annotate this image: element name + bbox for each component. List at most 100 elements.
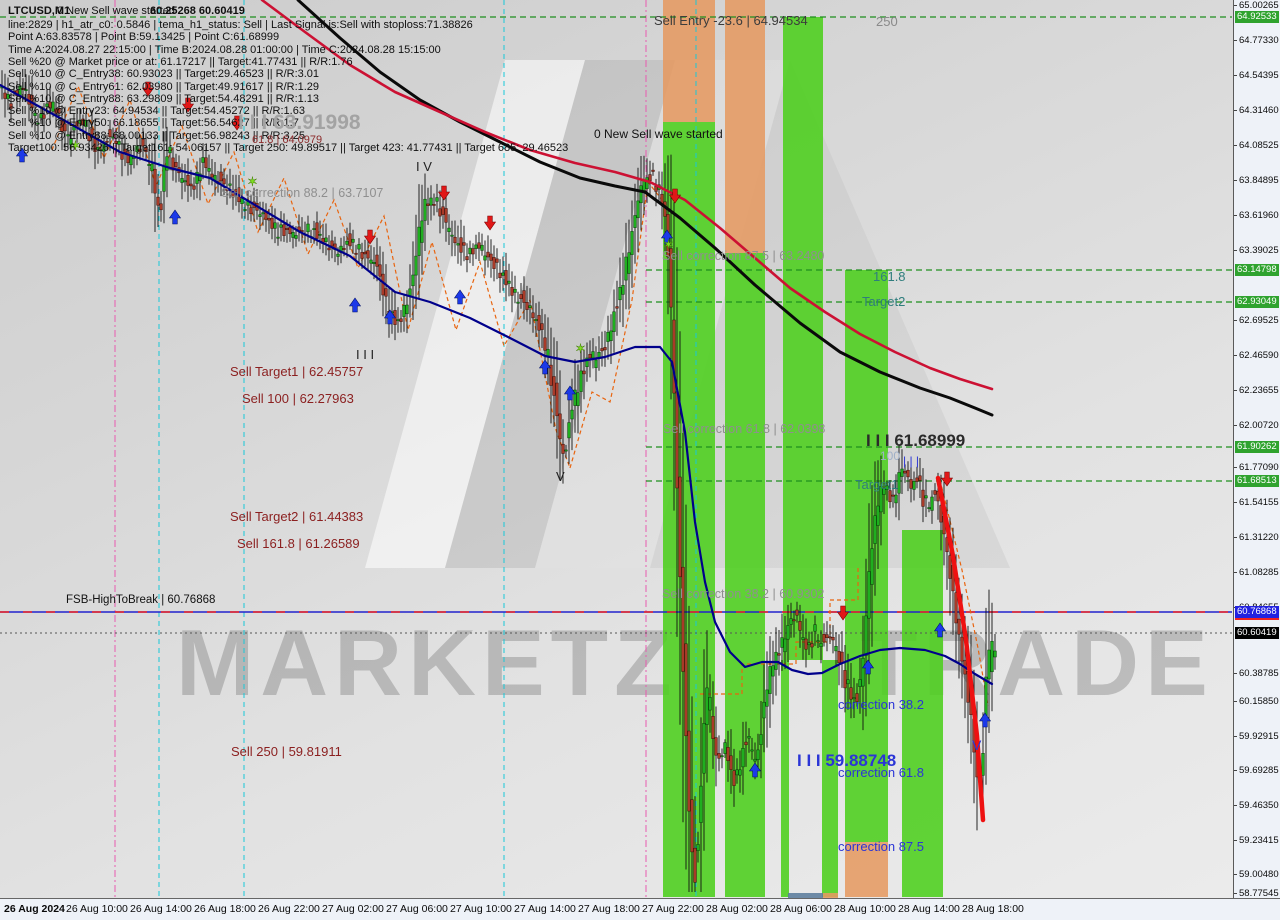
time-tick-label: 28 Aug 06:00	[770, 903, 832, 915]
price-tick-label: 62.46590	[1239, 350, 1279, 361]
sell-arrow-icon	[181, 97, 195, 113]
sell-arrow-icon	[230, 115, 244, 131]
price-tick-label: 62.00720	[1239, 420, 1279, 431]
price-level-label-blue: 60.76868	[1235, 606, 1279, 620]
star-signal-icon: ✶	[663, 237, 674, 252]
time-tick-label: 27 Aug 10:00	[450, 903, 512, 915]
sell-arrow-icon	[483, 215, 497, 231]
price-tick-label: 63.61960	[1239, 210, 1279, 221]
chart-plot-area[interactable]: MARKETZ TRADE ✶ ✶ ✶ ✶ LTCUSD,M1 60.25268 60…	[0, 0, 1233, 898]
price-tick-label: 64.77330	[1239, 35, 1279, 46]
price-tick-mark	[1234, 390, 1237, 391]
time-tick-label: 26 Aug 2024	[4, 903, 65, 915]
price-tick-mark	[1234, 355, 1237, 356]
time-tick-label: 28 Aug 02:00	[706, 903, 768, 915]
fib-zone-green	[783, 17, 823, 660]
price-tick-label: 61.08285	[1239, 567, 1279, 578]
price-tick-mark	[1234, 874, 1237, 875]
fib-zone-green	[902, 530, 943, 897]
price-tick-label: 64.54395	[1239, 70, 1279, 81]
fib-zone-orange	[823, 893, 838, 898]
time-axis[interactable]: 26 Aug 2024 26 Aug 10:00 26 Aug 14:00 26 Au…	[0, 898, 1280, 920]
buy-arrow-icon	[168, 209, 182, 225]
price-tick-label: 64.08525	[1239, 140, 1279, 151]
price-tick-label: 60.15850	[1239, 696, 1279, 707]
black-ma-line	[296, 0, 994, 417]
watermark-brand-left: MARKETZ	[176, 610, 678, 715]
navy-ma-line	[0, 83, 994, 686]
buy-arrow-icon	[660, 229, 674, 245]
price-tick-label: 58.77545	[1239, 888, 1279, 899]
fib-zone-orange	[663, 0, 715, 122]
price-tick-label: 62.69525	[1239, 315, 1279, 326]
price-level-label-green: 64.92533	[1235, 11, 1279, 23]
buy-arrow-icon	[348, 297, 362, 313]
price-tick-label: 63.39025	[1239, 245, 1279, 256]
chart-canvas[interactable]: ✶ ✶ ✶ ✶	[0, 0, 1233, 898]
orange-zigzag-path	[569, 180, 663, 469]
price-tick-mark	[1234, 75, 1237, 76]
time-tick-label: 26 Aug 14:00	[130, 903, 192, 915]
buy-arrow-icon	[978, 712, 992, 728]
price-tick-mark	[1234, 572, 1237, 573]
price-level-label-green: 62.93049	[1235, 296, 1279, 308]
price-tick-mark	[1234, 736, 1237, 737]
price-tick-mark	[1234, 145, 1237, 146]
sell-arrow-icon	[668, 188, 682, 204]
time-tick-label: 27 Aug 06:00	[386, 903, 448, 915]
price-tick-mark	[1234, 537, 1237, 538]
up-candles	[0, 85, 997, 851]
price-tick-label: 59.69285	[1239, 765, 1279, 776]
price-tick-label: 65.00265	[1239, 0, 1279, 11]
price-tick-mark	[1234, 770, 1237, 771]
buy-arrow-icon	[383, 309, 397, 325]
fib-zone-green	[822, 660, 838, 897]
price-tick-label: 59.92915	[1239, 731, 1279, 742]
price-tick-mark	[1234, 673, 1237, 674]
fib-zone-green	[781, 660, 789, 897]
price-tick-label: 61.77090	[1239, 462, 1279, 473]
crimson-ma-line	[260, 0, 994, 391]
price-level-label-black: 60.60419	[1235, 627, 1279, 639]
price-tick-label: 59.46350	[1239, 800, 1279, 811]
price-tick-label: 59.00480	[1239, 869, 1279, 880]
price-tick-label: 64.31460	[1239, 105, 1279, 116]
buy-arrow-icon	[861, 659, 875, 675]
buy-arrow-icon	[453, 289, 467, 305]
orange-zigzag-path	[700, 566, 859, 695]
fib-zone-orange	[845, 842, 888, 897]
sell-arrow-icon	[940, 471, 954, 487]
sell-arrow-icon	[141, 81, 155, 97]
down-candles	[3, 88, 979, 883]
buy-arrow-icon	[15, 147, 29, 163]
price-tick-mark	[1234, 502, 1237, 503]
watermark-logo-shape	[365, 60, 585, 568]
sell-arrow-icon	[836, 605, 850, 621]
star-signal-icon: ✶	[247, 174, 258, 189]
price-tick-label: 62.23655	[1239, 385, 1279, 396]
buy-arrow-icon	[933, 622, 947, 638]
time-tick-label: 27 Aug 14:00	[514, 903, 576, 915]
price-tick-mark	[1234, 425, 1237, 426]
price-tick-mark	[1234, 320, 1237, 321]
time-tick-label: 28 Aug 14:00	[898, 903, 960, 915]
price-tick-label: 61.31220	[1239, 532, 1279, 543]
price-tick-mark	[1234, 467, 1237, 468]
price-axis[interactable]: 65.00265 64.77330 64.54395 64.31460 64.08525…	[1233, 0, 1280, 899]
price-level-label-green: 61.68513	[1235, 475, 1279, 487]
price-tick-mark	[1234, 215, 1237, 216]
price-level-label-green: 61.90262	[1235, 441, 1279, 453]
price-tick-label: 61.54155	[1239, 497, 1279, 508]
price-tick-mark	[1234, 893, 1237, 894]
buy-arrow-icon	[538, 359, 552, 375]
sell-arrow-icon	[363, 229, 377, 245]
time-tick-label: 27 Aug 22:00	[642, 903, 704, 915]
sell-arrow-icon	[437, 185, 451, 201]
price-tick-mark	[1234, 40, 1237, 41]
red-sell-trendline	[935, 475, 986, 823]
price-level-label-green: 63.14798	[1235, 264, 1279, 276]
price-tick-mark	[1234, 110, 1237, 111]
time-tick-label: 26 Aug 10:00	[66, 903, 128, 915]
star-signal-icon: ✶	[575, 341, 586, 356]
